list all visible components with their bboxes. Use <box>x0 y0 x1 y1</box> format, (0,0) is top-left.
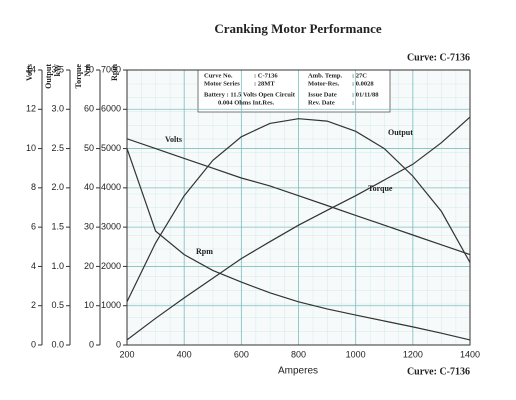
info-text: : 28MT <box>254 80 275 87</box>
info-text: Motor-Res. <box>308 80 340 87</box>
series-label: Torque <box>368 184 393 193</box>
series-label: Volts <box>165 135 182 144</box>
curve-label: Curve: C-7136 <box>407 366 470 377</box>
y-axis-title: Output <box>44 64 53 89</box>
x-tick-label: 1000 <box>346 349 366 359</box>
y-tick-label: 1.0 <box>51 261 64 271</box>
y-tick-label: 1.5 <box>51 222 64 232</box>
chart-title: Cranking Motor Performance <box>214 21 382 36</box>
y-tick-label: 7000 <box>101 64 121 74</box>
info-text: 0.004 Ohms Int.Res. <box>218 99 275 106</box>
y-axis-title: Rpm <box>110 64 119 81</box>
info-text: Curve No. <box>204 72 233 79</box>
y-tick-label: 4000 <box>101 182 121 192</box>
x-tick-label: 400 <box>177 349 192 359</box>
info-text: : <box>352 99 354 106</box>
y-tick-label: 3.0 <box>51 104 64 114</box>
y-tick-label: 3000 <box>101 222 121 232</box>
series-line <box>126 148 471 341</box>
x-tick-label: 1400 <box>460 349 480 359</box>
y-axis-title: Nm <box>83 64 92 77</box>
y-tick-label: 0 <box>116 339 121 349</box>
y-tick-label: 14 <box>26 64 36 74</box>
y-tick-label: 10 <box>26 143 36 153</box>
info-text: Amb. Temp. <box>308 72 343 79</box>
y-tick-label: 60 <box>84 104 94 114</box>
y-tick-label: 5000 <box>101 143 121 153</box>
y-tick-label: 30 <box>84 222 94 232</box>
y-tick-label: 10 <box>84 300 94 310</box>
y-axis-title: Torque <box>74 64 83 89</box>
info-text: Motor Series <box>204 80 240 87</box>
info-box <box>197 69 391 113</box>
y-tick-label: 4 <box>31 261 36 271</box>
y-tick-label: 70 <box>84 64 94 74</box>
info-text: Battery : 11.5 Volts Open Circuit <box>204 91 296 98</box>
info-text: Rev. Date <box>308 99 335 106</box>
series-line <box>126 116 471 341</box>
y-axis-title: kW <box>53 64 62 76</box>
y-tick-label: 0.5 <box>51 300 64 310</box>
y-tick-label: 0 <box>89 339 94 349</box>
series-label: Rpm <box>196 247 213 256</box>
y-tick-label: 40 <box>84 182 94 192</box>
series-line <box>126 138 471 256</box>
series-label: Output <box>388 128 413 137</box>
y-tick-label: 2.0 <box>51 182 64 192</box>
y-tick-label: 12 <box>26 104 36 114</box>
plot-border <box>126 69 471 346</box>
y-tick-label: 20 <box>84 261 94 271</box>
y-tick-label: 2.5 <box>51 143 64 153</box>
y-axis-title: Volts <box>25 64 34 81</box>
x-tick-label: 600 <box>234 349 249 359</box>
y-tick-label: 2 <box>31 300 36 310</box>
info-text: : 01/11/88 <box>352 91 379 98</box>
y-tick-label: 6000 <box>101 104 121 114</box>
y-tick-label: 3.5 <box>51 64 64 74</box>
info-text: Issue Date <box>308 91 337 98</box>
y-tick-label: 6 <box>31 222 36 232</box>
x-tick-label: 800 <box>291 349 306 359</box>
info-text: : 0.0028 <box>352 80 374 87</box>
x-tick-label: 1200 <box>403 349 423 359</box>
y-tick-label: 1000 <box>101 300 121 310</box>
curve-label: Curve: C-7136 <box>407 52 470 63</box>
y-tick-label: 2000 <box>101 261 121 271</box>
y-tick-label: 50 <box>84 143 94 153</box>
info-text: : C-7136 <box>254 72 278 79</box>
y-tick-label: 0.0 <box>51 339 64 349</box>
y-tick-label: 8 <box>31 182 36 192</box>
info-text: : 27C <box>352 72 367 79</box>
series-line <box>126 118 471 303</box>
x-axis-title: Amperes <box>278 366 318 377</box>
x-tick-label: 200 <box>119 349 134 359</box>
y-tick-label: 0 <box>31 339 36 349</box>
